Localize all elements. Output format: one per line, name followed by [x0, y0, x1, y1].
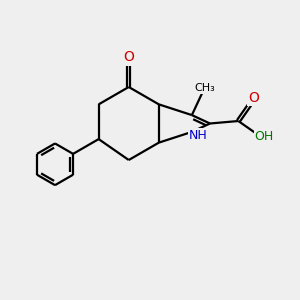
- Text: OH: OH: [254, 130, 274, 143]
- Text: O: O: [248, 91, 259, 105]
- Text: CH₃: CH₃: [194, 83, 215, 93]
- Text: O: O: [123, 50, 134, 64]
- Text: NH: NH: [189, 129, 208, 142]
